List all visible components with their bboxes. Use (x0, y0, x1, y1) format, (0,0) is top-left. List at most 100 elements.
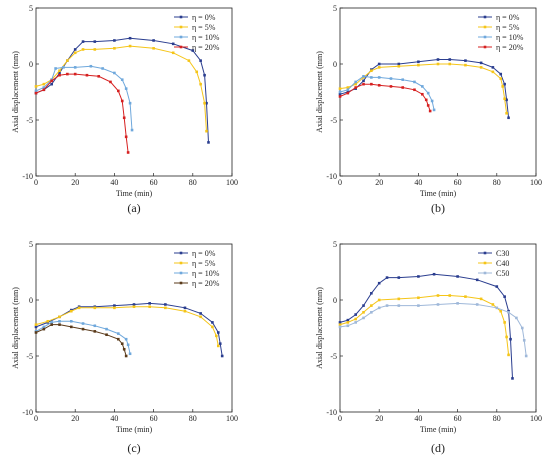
data-point (120, 342, 124, 345)
x-axis-label: Time (min) (116, 189, 153, 198)
y-axis-label: Axial displacement (mm) (11, 51, 20, 133)
data-point (215, 334, 218, 338)
x-tick-label: 60 (150, 178, 158, 187)
y-tick-label: 5 (333, 240, 337, 249)
data-point (218, 342, 222, 345)
y-tick-label: 5 (29, 240, 33, 249)
legend-entry: C40 (496, 259, 509, 268)
series-line (35, 45, 207, 132)
data-point (456, 275, 459, 278)
series-line (339, 83, 431, 112)
data-point (354, 313, 357, 316)
data-point (50, 321, 53, 324)
data-point (69, 319, 73, 323)
x-tick-label: 60 (150, 414, 158, 423)
data-point (413, 80, 416, 84)
data-point (81, 327, 85, 331)
data-point (42, 86, 46, 89)
data-point (58, 69, 61, 73)
x-tick-label: 80 (493, 178, 501, 187)
data-point (152, 39, 155, 42)
series-line (339, 63, 508, 114)
x-tick-label: 20 (375, 414, 383, 423)
data-point (499, 72, 503, 76)
data-point (430, 99, 434, 103)
x-axis-label: Time (min) (116, 425, 153, 434)
data-point (120, 99, 124, 103)
data-point (77, 306, 81, 310)
data-point (42, 82, 46, 86)
data-point (509, 337, 512, 341)
y-tick-label: -10 (326, 408, 337, 417)
y-tick-label: 5 (29, 4, 33, 13)
legend-swatch-marker (483, 35, 487, 39)
y-axis-label: Axial displacement (mm) (315, 51, 324, 133)
data-point (370, 69, 373, 73)
data-point (122, 347, 126, 351)
data-point (475, 303, 479, 306)
data-point (491, 66, 495, 69)
data-point (436, 58, 440, 61)
legend-swatch-marker (179, 15, 183, 19)
data-point (377, 281, 381, 285)
data-point (401, 86, 405, 89)
data-point (426, 91, 430, 95)
data-point (199, 59, 202, 62)
data-point (93, 40, 97, 43)
data-point (397, 304, 401, 307)
legend-entry: η = 5% (192, 23, 216, 32)
data-point (130, 128, 134, 132)
data-point (370, 304, 373, 307)
y-tick-label: 0 (333, 60, 337, 69)
y-tick-label: -5 (330, 116, 337, 125)
data-point (152, 47, 155, 50)
data-point (58, 73, 61, 77)
data-point (171, 42, 175, 46)
data-point (362, 304, 365, 307)
data-point (338, 90, 342, 94)
data-point (101, 67, 104, 70)
legend-entry: C30 (496, 249, 509, 258)
data-point (428, 109, 432, 113)
data-point (46, 319, 50, 323)
y-tick-label: -10 (326, 172, 337, 181)
data-point (491, 70, 495, 74)
panel-label: (b) (431, 201, 445, 215)
data-point (93, 48, 97, 51)
series-line (35, 320, 131, 354)
data-point (50, 79, 53, 83)
series-line (339, 295, 510, 355)
data-point (354, 321, 357, 324)
data-point (515, 316, 518, 320)
legend-swatch-marker (483, 271, 487, 275)
data-point (69, 309, 73, 313)
data-point (117, 89, 120, 93)
data-point (93, 324, 97, 328)
data-point (448, 58, 452, 61)
data-point (81, 40, 85, 43)
data-point (432, 108, 436, 112)
data-point (199, 315, 202, 319)
data-point (148, 305, 151, 309)
x-tick-label: 80 (493, 414, 501, 423)
data-point (97, 75, 101, 78)
data-point (73, 48, 77, 51)
data-point (421, 85, 424, 88)
y-axis-label: Axial displacement (mm) (315, 287, 324, 369)
x-tick-label: 20 (71, 178, 79, 187)
data-point (183, 309, 187, 313)
data-point (69, 325, 73, 329)
legend-swatch-marker (483, 25, 487, 29)
data-point (377, 62, 381, 66)
series-line (339, 273, 513, 379)
data-point (205, 129, 208, 133)
data-point (187, 59, 191, 62)
data-point (346, 88, 350, 92)
y-tick-label: 0 (333, 296, 337, 305)
panel-label: (c) (127, 441, 140, 455)
data-point (338, 92, 342, 96)
legend-entry: η = 10% (496, 33, 524, 42)
legend-entry: η = 0% (496, 13, 520, 22)
data-point (479, 61, 483, 65)
